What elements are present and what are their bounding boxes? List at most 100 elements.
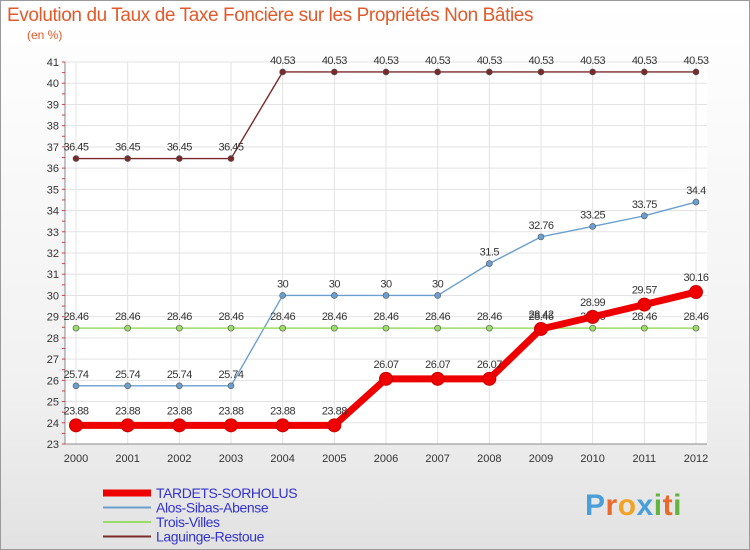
data-point bbox=[379, 371, 393, 386]
data-label: 36.45 bbox=[115, 142, 140, 154]
data-point bbox=[120, 418, 135, 433]
data-point bbox=[227, 324, 235, 332]
proxiti-logo: Proxiti bbox=[585, 489, 682, 523]
data-label: 30 bbox=[432, 278, 444, 290]
y-tick-label: 24 bbox=[47, 418, 59, 430]
data-point bbox=[641, 324, 648, 332]
data-label: 23.88 bbox=[63, 405, 88, 417]
logo-letter: t bbox=[662, 489, 674, 522]
x-tick-label: 2005 bbox=[322, 453, 346, 465]
y-tick-label: 27 bbox=[47, 354, 59, 366]
data-point bbox=[689, 285, 703, 300]
logo-letter: i bbox=[653, 489, 663, 522]
data-point bbox=[537, 68, 545, 76]
data-point bbox=[482, 371, 497, 386]
x-tick-label: 2000 bbox=[64, 453, 88, 465]
data-point bbox=[434, 324, 441, 332]
data-point bbox=[434, 292, 441, 299]
y-tick-label: 28 bbox=[47, 333, 59, 345]
y-tick-label: 38 bbox=[47, 121, 59, 133]
data-point bbox=[279, 292, 286, 299]
data-label: 30 bbox=[277, 278, 289, 290]
data-point bbox=[589, 324, 596, 332]
data-point bbox=[327, 418, 342, 433]
data-label: 25.74 bbox=[167, 369, 192, 381]
data-point bbox=[176, 155, 183, 162]
data-label: 26.07 bbox=[477, 359, 502, 371]
data-point bbox=[537, 233, 545, 241]
data-label: 23.88 bbox=[115, 405, 140, 417]
chart-title: Evolution du Taux de Taxe Foncière sur l… bbox=[7, 5, 534, 26]
data-point bbox=[275, 418, 290, 433]
data-label: 28.46 bbox=[167, 311, 192, 323]
data-point bbox=[692, 198, 700, 206]
data-point bbox=[124, 155, 131, 162]
data-point bbox=[172, 418, 187, 433]
data-label: 40.53 bbox=[477, 55, 502, 67]
data-label: 36.45 bbox=[167, 142, 192, 154]
data-point bbox=[692, 68, 700, 76]
y-tick-label: 37 bbox=[47, 142, 59, 154]
data-point bbox=[382, 292, 390, 299]
data-point bbox=[434, 68, 441, 76]
data-point bbox=[585, 309, 600, 324]
data-label: 25.74 bbox=[218, 369, 243, 381]
data-label: 36.45 bbox=[218, 142, 243, 154]
logo-letter: i bbox=[673, 489, 682, 522]
data-point bbox=[72, 382, 80, 390]
data-label: 26.07 bbox=[373, 359, 398, 371]
x-tick-label: 2003 bbox=[219, 453, 243, 465]
data-point bbox=[486, 68, 493, 76]
legend-label: TARDETS-SORHOLUS bbox=[156, 485, 297, 501]
data-label: 40.53 bbox=[580, 55, 605, 67]
data-label: 28.46 bbox=[63, 311, 88, 323]
x-tick-label: 2012 bbox=[684, 453, 708, 465]
data-label: 40.53 bbox=[373, 55, 398, 67]
data-label: 28.46 bbox=[528, 311, 553, 323]
y-tick-label: 39 bbox=[47, 99, 59, 111]
data-point bbox=[69, 418, 83, 433]
data-label: 36.45 bbox=[63, 142, 88, 154]
data-point bbox=[382, 324, 390, 332]
data-label: 28.46 bbox=[373, 311, 398, 323]
data-point bbox=[124, 382, 131, 390]
data-label: 29.57 bbox=[632, 285, 657, 297]
logo-letter: o bbox=[617, 489, 637, 522]
legend-label: Laguinge-Restoue bbox=[156, 529, 265, 545]
y-tick-label: 36 bbox=[47, 163, 59, 175]
data-point bbox=[637, 297, 652, 312]
data-point bbox=[430, 371, 445, 386]
data-point bbox=[589, 68, 596, 76]
data-label: 30.16 bbox=[683, 272, 708, 284]
data-label: 25.74 bbox=[115, 369, 140, 381]
y-tick-label: 26 bbox=[47, 375, 59, 387]
data-label: 28.46 bbox=[115, 311, 140, 323]
data-point bbox=[331, 292, 338, 299]
data-point bbox=[176, 382, 183, 390]
data-label: 30 bbox=[329, 278, 341, 290]
data-label: 28.46 bbox=[270, 311, 295, 323]
x-tick-label: 2011 bbox=[633, 453, 657, 465]
x-tick-label: 2009 bbox=[529, 453, 553, 465]
data-label: 40.53 bbox=[632, 55, 657, 67]
x-tick-label: 2006 bbox=[374, 453, 398, 465]
data-label: 23.88 bbox=[270, 405, 295, 417]
y-tick-label: 40 bbox=[47, 78, 59, 90]
data-label: 28.46 bbox=[477, 311, 502, 323]
legend-label: Trois-Villes bbox=[156, 514, 220, 530]
y-tick-label: 31 bbox=[47, 269, 59, 281]
y-axis-unit: (en %) bbox=[27, 28, 63, 42]
data-label: 26.07 bbox=[425, 359, 450, 371]
data-label: 23.88 bbox=[218, 405, 243, 417]
data-label: 40.53 bbox=[528, 55, 553, 67]
x-tick-label: 2004 bbox=[270, 453, 294, 465]
legend-label: Alos-Sibas-Abense bbox=[156, 500, 269, 516]
y-tick-label: 23 bbox=[47, 439, 59, 451]
x-tick-label: 2008 bbox=[477, 453, 501, 465]
data-label: 34.4 bbox=[686, 185, 706, 197]
data-point bbox=[72, 324, 80, 332]
data-label: 33.75 bbox=[632, 199, 657, 211]
y-tick-label: 35 bbox=[47, 184, 59, 196]
data-point bbox=[224, 418, 238, 433]
